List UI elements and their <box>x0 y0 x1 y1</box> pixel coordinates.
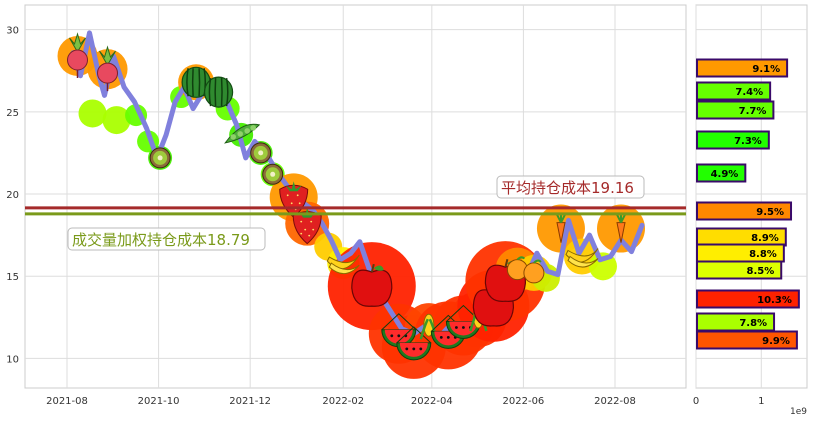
volume-bar <box>696 100 775 120</box>
x-tick-label: 2022-08 <box>594 396 636 407</box>
volume-bar <box>696 201 793 221</box>
y-tick-label: 15 <box>6 272 19 283</box>
volume-bar <box>696 163 747 183</box>
cost-label-box <box>496 175 645 199</box>
radish-icon <box>67 32 88 78</box>
kiwi-icon <box>149 147 171 169</box>
volume-bar-label: 7.3% <box>734 136 762 147</box>
banana-icon <box>565 248 599 268</box>
banana-icon <box>326 254 360 275</box>
price-plot-area: 10 15 20 25 30 2021-08 2021-10 2021-12 2022-02 20… <box>6 4 687 407</box>
x2-scale-label: 1e9 <box>790 407 807 417</box>
fruit-icons <box>67 32 626 361</box>
y-tick-label: 20 <box>6 190 19 201</box>
peapod-icon <box>224 123 261 144</box>
volume-bar <box>696 330 798 350</box>
volume-bar <box>696 58 789 78</box>
volume-bar-label: 7.8% <box>739 318 767 329</box>
volume-bar <box>696 289 800 309</box>
volume-bubble <box>588 252 617 281</box>
y-tick-label: 30 <box>6 26 19 37</box>
volume-bar-label: 7.4% <box>735 87 763 98</box>
watermelon-icon <box>204 76 234 108</box>
kiwi-icon <box>262 163 284 185</box>
carrot-icon <box>556 212 566 243</box>
x-tick-label: 2022-04 <box>411 396 453 407</box>
x-tick-label: 2021-10 <box>138 396 180 407</box>
volume-bar-label: 9.1% <box>752 64 780 75</box>
x-tick-label: 2021-12 <box>229 396 271 407</box>
cost-label: 平均持仓成本19.16 <box>501 179 634 197</box>
volume-bar-label: 8.9% <box>751 233 779 244</box>
volume-bubble <box>78 99 107 128</box>
y-tick-label: 10 <box>6 354 19 365</box>
x2-tick-label: 0 <box>693 396 699 407</box>
volume-bar-label: 4.9% <box>711 169 739 180</box>
orange-icon <box>523 259 545 284</box>
volume-bar-label: 10.3% <box>757 295 792 306</box>
volume-bar <box>696 260 783 280</box>
volume-profile-plot-area: 0 1 1e9 9.1% 7.4% 7.7% 7.3% 4.9% 9.5% 8.9% 8.8% 8.5… <box>693 4 808 417</box>
kiwi-icon <box>250 142 272 164</box>
x-tick-label: 2022-06 <box>503 396 545 407</box>
volume-bubble <box>102 106 131 135</box>
volume-bar-label: 8.5% <box>746 266 774 277</box>
watermelon-slice-icon <box>396 326 432 361</box>
volume-bar-label: 8.8% <box>749 249 777 260</box>
x2-tick-label: 1 <box>758 396 764 407</box>
x-tick-label: 2022-02 <box>322 396 364 407</box>
volume-bar <box>696 81 772 101</box>
y-tick-label: 25 <box>6 108 19 119</box>
cost-label-box <box>67 227 266 251</box>
apple-icon <box>351 263 393 307</box>
volume-bar-label: 9.9% <box>762 336 790 347</box>
volume-bar-label: 9.5% <box>756 207 784 218</box>
volume-bar-label: 7.7% <box>739 106 767 117</box>
cost-label: 成交量加权持仓成本18.79 <box>72 231 250 249</box>
volume-bar <box>696 130 770 150</box>
x-tick-label: 2021-08 <box>46 396 88 407</box>
radish-icon <box>97 45 118 92</box>
